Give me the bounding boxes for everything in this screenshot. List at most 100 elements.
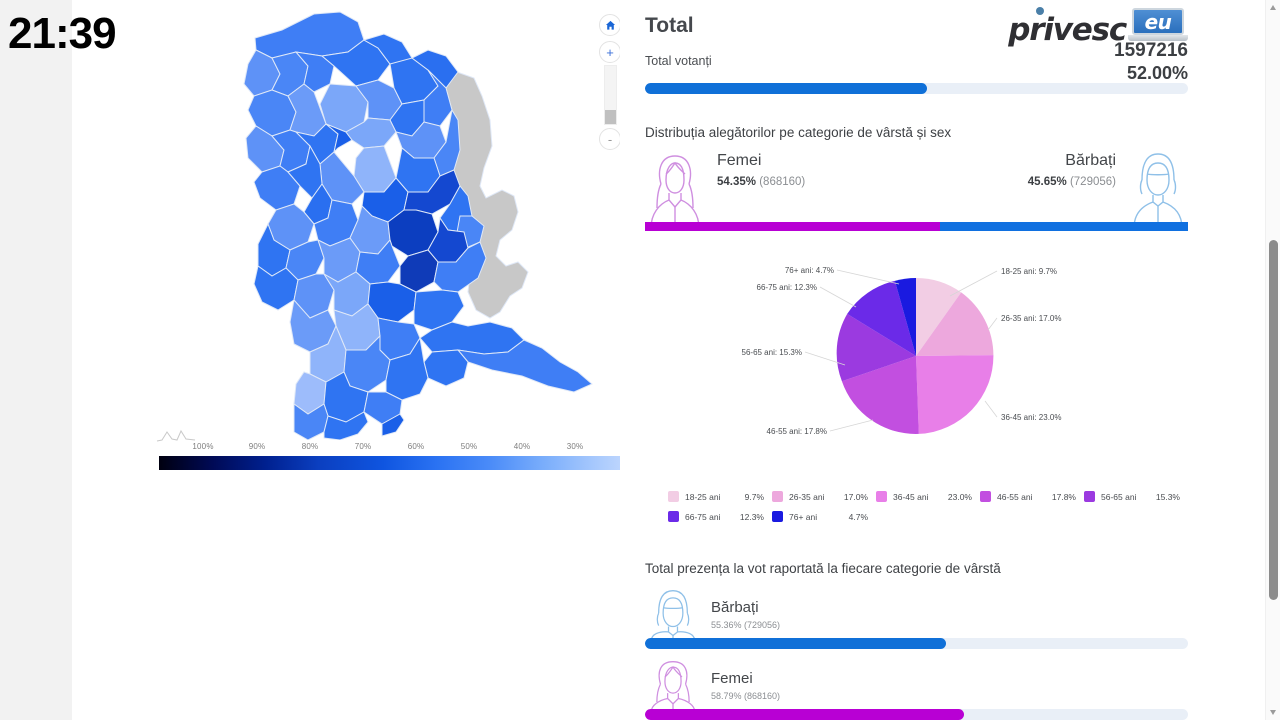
map-svg [243,11,593,440]
age-distribution-pie-chart: 18-25 ani: 9.7% 26-35 ani: 17.0% 36-45 a… [645,255,1188,460]
logo-dot-icon [1036,7,1045,15]
laptop-icon: eu [1128,8,1188,46]
total-turnout-bar [645,83,1188,94]
turnout-female-text: Femei 58.79% (868160) [711,659,1188,703]
privesc-eu-logo[interactable]: privesc eu [1008,7,1188,48]
home-glyph [605,20,615,30]
male-percent: 45.65% [1027,176,1067,188]
pie-slice-18-25 [916,278,962,356]
left-gutter [0,0,72,720]
pie-slice-76plus [894,278,916,356]
home-icon[interactable] [599,14,621,36]
male-block: Bărbați 45.65% (729056) [1028,150,1188,228]
legend-percent: 12.3% [739,511,764,522]
legend-swatch-icon [980,491,991,502]
turnout-female-bar [645,709,1188,720]
turnout-male-fill [645,638,946,649]
male-label: Bărbați [1065,152,1116,169]
legend-swatch-icon [772,511,783,522]
total-figures: 1597216 52.00% [1114,40,1188,84]
male-avatar-icon [1133,153,1183,228]
pie-labels: 18-25 ani: 9.7% 26-35 ani: 17.0% 36-45 a… [742,266,1062,436]
turnout-male-value: 55.36% (729056) [711,620,781,630]
legend-label: 46-55 ani [997,491,1033,502]
turnout-female-value: 58.79% (868160) [711,691,781,701]
pie-svg: 18-25 ani: 9.7% 26-35 ani: 17.0% 36-45 a… [742,266,1062,436]
legend-swatch-icon [1084,491,1095,502]
legend-percent: 4.7% [848,511,868,522]
legend-percent: 9.7% [744,491,764,502]
scroll-down-icon[interactable] [1270,710,1276,715]
scroll-up-icon[interactable] [1270,5,1276,10]
laptop-screen: eu [1132,8,1184,35]
turnout-row-female: Femei 58.79% (868160) [645,659,1188,720]
legend-tick: 50% [460,442,478,451]
legend-label: 18-25 ani [685,491,721,502]
legend-tick: 90% [248,442,266,451]
zoom-slider-thumb[interactable] [604,110,616,124]
logo-wordmark: privesc [1008,7,1127,48]
distribution-section-title: Distribuția alegătorilor pe categorie de… [645,125,952,140]
legend-item[interactable]: 18-25 ani 9.7% [668,491,772,502]
laptop-base [1128,35,1188,41]
legend-tick: 30% [566,442,584,451]
female-percent: 54.35% [717,176,757,188]
pie-label-76plus: 76+ ani: 4.7% [785,266,834,275]
pie-label-36-45: 36-45 ani: 23.0% [1001,413,1062,422]
legend-swatch-icon [876,491,887,502]
gender-distribution-row: Femei 54.35% (868160) Bărbați 45.65% (72… [645,150,1188,240]
legend-tick: 80% [301,442,319,451]
female-label: Femei [717,152,762,169]
pie-label-46-55: 46-55 ani: 17.8% [767,427,828,436]
female-value: 54.35% (868160) [717,174,805,190]
total-voters-count: 1597216 [1114,40,1188,61]
zoom-slider-track[interactable] [603,65,617,125]
legend-swatch-icon [668,511,679,522]
legend-item[interactable]: 56-65 ani 15.3% [1084,491,1188,502]
gender-bar-female [645,222,941,231]
pie-leader-lines [804,269,998,432]
page-scrollbar[interactable] [1265,0,1280,720]
pie-slice-46-55 [841,356,919,434]
male-text: Bărbați 45.65% (729056) [1028,150,1116,190]
turnout-male-label: Bărbați [711,599,759,616]
legend-item[interactable]: 36-45 ani 23.0% [876,491,980,502]
pie-slices [836,278,994,434]
legend-percent: 17.8% [1051,491,1076,502]
pie-slice-36-45 [916,355,994,434]
gender-bar-male [940,222,1188,231]
legend-percent: 17.0% [843,491,868,502]
legend-label: 76+ ani [789,511,818,522]
pie-slice-26-35 [916,292,994,356]
legend-percent: 23.0% [947,491,972,502]
legend-swatch-icon [668,491,679,502]
total-voters-percent: 52.00% [1126,63,1188,83]
female-avatar-icon [650,155,700,228]
scrollbar-thumb[interactable] [1269,240,1278,600]
pie-legend: 18-25 ani 9.7% 26-35 ani 17.0% 36-45 ani… [668,491,1188,522]
female-text: Femei 54.35% (868160) [717,150,805,190]
legend-gradient-bar [159,456,692,470]
moldova-choropleth-map[interactable] [72,0,620,440]
female-avatar-icon [645,659,701,716]
distribution-curve-icon [156,429,196,442]
turnout-row-male: Bărbați 55.36% (729056) [645,588,1188,650]
legend-tick: 40% [513,442,531,451]
turnout-male-bar [645,638,1188,649]
pie-label-26-35: 26-35 ani: 17.0% [1001,314,1062,323]
map-panel[interactable]: + - 100% 90% 80% 70% 60% 50% 40% 30% 20%… [72,0,692,720]
legend-percent: 15.3% [1155,491,1180,502]
pie-slice-56-65 [836,313,916,382]
logo-eu-text: eu [1144,9,1172,34]
zoom-in-button[interactable]: + [599,41,621,63]
pie-label-18-25: 18-25 ani: 9.7% [1001,267,1057,276]
legend-item[interactable]: 76+ ani 4.7% [772,511,876,522]
legend-item[interactable]: 46-55 ani 17.8% [980,491,1084,502]
zoom-out-button[interactable]: - [599,128,621,150]
logo-word-text: privesc [1008,12,1127,48]
male-avatar-icon [645,588,701,645]
legend-item[interactable]: 26-35 ani 17.0% [772,491,876,502]
legend-item[interactable]: 66-75 ani 12.3% [668,511,772,522]
pie-slice-66-75 [847,280,916,356]
